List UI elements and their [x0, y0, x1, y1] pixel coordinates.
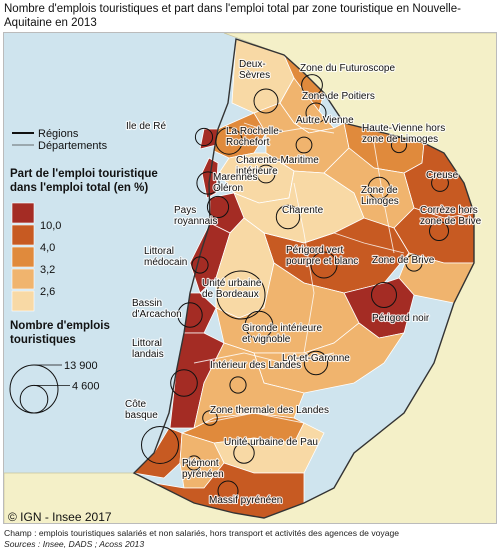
- zone-label: Haute-Vienne hors zone de Limoges: [362, 123, 445, 145]
- zone-label: Charente: [282, 205, 324, 216]
- job-circle: [253, 88, 279, 114]
- map-footer: Champ : emplois touristiques salariés et…: [4, 528, 496, 550]
- zone-label: Deux-Sèvres: [239, 59, 270, 81]
- share-swatch: [11, 268, 35, 290]
- zone-label: Littoral médocain: [144, 246, 187, 268]
- departements-label: Départements: [38, 140, 108, 152]
- job-circle: [206, 195, 230, 219]
- zone-label: Creuse: [426, 170, 459, 181]
- job-circle: [191, 256, 209, 274]
- job-circle: [215, 127, 243, 155]
- zone-label: La Rochelle-Rochefort: [226, 126, 282, 148]
- zone-label: Unité urbaine de Pau: [224, 437, 318, 448]
- size-legend-title-2: touristiques: [10, 334, 76, 346]
- job-circle: [429, 221, 449, 241]
- job-circle: [390, 136, 408, 154]
- share-legend-title: Part de l'emploi touristique: [10, 168, 158, 180]
- zone-label: Zone thermale des Landes: [210, 405, 329, 416]
- job-circles: [141, 74, 449, 502]
- footer-sources: Sources : Insee, DADS ; Acoss 2013: [4, 539, 145, 549]
- size-legend-title: Nombre d'emplois: [10, 320, 110, 332]
- zone-label: Pays royannais: [174, 205, 217, 227]
- department-borders: [193, 122, 405, 424]
- zone-label: Zone de Limoges: [361, 185, 399, 207]
- job-circle: [229, 376, 247, 394]
- job-circle: [244, 310, 274, 340]
- zone-polygon: [133, 427, 183, 479]
- share-swatch: [11, 202, 35, 224]
- job-circle: [305, 102, 327, 124]
- job-circle: [275, 204, 301, 230]
- job-circle: [202, 410, 218, 426]
- job-circle: [186, 455, 202, 471]
- zone-label: Périgord vert pourpre et blanc: [286, 245, 358, 267]
- zone-label: Massif pyrénéen: [209, 495, 282, 506]
- zone-label: Corrèze hors zone de Brive: [420, 205, 482, 227]
- zone-label: Zone de Brive: [372, 255, 435, 266]
- job-circle: [196, 171, 220, 195]
- job-circle: [310, 251, 338, 279]
- zone-label: Unité urbaine de Bordeaux: [202, 278, 262, 300]
- job-circle: [141, 426, 179, 464]
- zone-label: Littoral landais: [132, 338, 164, 360]
- size-circle-small: [19, 384, 49, 414]
- zone-label: Autre Vienne: [296, 115, 354, 126]
- share-class-label: 4,0: [40, 242, 55, 254]
- share-swatch: [11, 246, 35, 268]
- job-circle: [371, 282, 397, 308]
- job-circle: [431, 174, 449, 192]
- job-circle: [217, 480, 239, 502]
- region-border: [132, 38, 475, 519]
- job-circle: [301, 74, 323, 96]
- zone-label: Bassin d'Arcachon: [132, 298, 182, 320]
- size-value-small: 4 600: [72, 380, 100, 392]
- copyright-credit: © IGN - Insee 2017: [8, 510, 112, 524]
- zone-label: Gironde intérieure et vignoble: [242, 323, 322, 345]
- map-canvas: Deux-Sèvres Zone du Futuroscope Zone de Po…: [4, 33, 496, 523]
- zone-label: Charente-Maritime intérieure: [236, 155, 319, 177]
- share-swatch: [11, 290, 35, 312]
- job-circle: [367, 176, 391, 200]
- share-class-label: 3,2: [40, 264, 55, 276]
- zone-label: Périgord noir: [372, 313, 430, 324]
- regions-label: Régions: [38, 128, 79, 140]
- job-circle: [170, 369, 198, 397]
- zone-label: Côte basque: [125, 399, 158, 421]
- zone-label: Lot-et-Garonne: [282, 353, 350, 364]
- job-circle: [303, 350, 329, 376]
- size-circle-large: [9, 364, 59, 414]
- map-title: Nombre d'emplois touristiques et part da…: [4, 3, 461, 29]
- job-circle: [177, 302, 203, 328]
- map-panel: Deux-Sèvres Zone du Futuroscope Zone de Po…: [3, 32, 497, 524]
- share-class-label: 2,6: [40, 286, 55, 298]
- share-legend-title-2: dans l'emploi total (en %): [10, 182, 148, 194]
- job-circle: [233, 442, 255, 464]
- job-circle: [405, 254, 423, 272]
- job-circle: [194, 127, 214, 147]
- zone-polygons: [133, 38, 475, 519]
- job-circle: [295, 136, 313, 154]
- footer-scope: Champ : emplois touristiques salariés et…: [4, 528, 400, 538]
- zone-label: Piémont pyrénéen: [182, 458, 224, 480]
- zone-label: Zone de Poitiers: [302, 91, 375, 102]
- zone-label: Ile de Ré: [126, 121, 166, 132]
- share-swatch: [11, 224, 35, 246]
- zone-labels: Deux-Sèvres Zone du Futuroscope Zone de Po…: [124, 58, 483, 507]
- zone-label: Intérieur des Landes: [210, 360, 301, 371]
- share-class-label: 10,0: [40, 220, 61, 232]
- zone-label: Zone du Futuroscope: [300, 63, 395, 74]
- job-circle: [216, 270, 266, 320]
- job-circle: [256, 164, 276, 184]
- size-value-large: 13 900: [64, 360, 98, 372]
- zone-label: Marennes Oléron: [213, 172, 257, 194]
